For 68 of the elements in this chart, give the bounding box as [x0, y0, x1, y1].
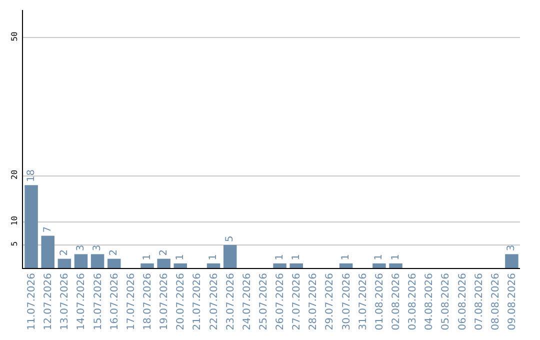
x-tick-label: 22.07.2026: [208, 273, 220, 330]
data-label: 1: [142, 254, 153, 260]
x-tick-label: 25.07.2026: [258, 273, 270, 330]
x-tick-label: 04.08.2026: [424, 273, 436, 330]
data-label: 2: [58, 249, 70, 256]
x-tick-label: 18.07.2026: [142, 273, 154, 330]
x-tick-label: 11.07.2026: [26, 273, 38, 330]
x-tick-label: 14.07.2026: [76, 273, 88, 330]
bar: [74, 254, 88, 268]
data-label: 2: [158, 249, 170, 256]
data-label: 3: [92, 244, 104, 252]
x-tick-label: 29.07.2026: [324, 273, 336, 330]
x-tick-label: 07.08.2026: [474, 273, 485, 330]
bar: [41, 236, 54, 268]
y-tick-label: 50: [10, 31, 19, 42]
x-tick-label: 06.08.2026: [457, 273, 468, 330]
bar: [372, 263, 386, 268]
data-label: 18: [26, 169, 37, 182]
x-tick-label: 09.08.2026: [506, 273, 518, 330]
x-tick-label: 23.07.2026: [225, 273, 236, 330]
data-label: 1: [208, 254, 220, 260]
data-label: 5: [224, 236, 236, 242]
y-tick-label: 20: [10, 170, 19, 180]
data-label: 3: [75, 244, 86, 252]
data-label: 7: [42, 226, 54, 233]
bar: [273, 263, 286, 268]
x-tick-label: 19.07.2026: [159, 273, 170, 330]
x-tick-label: 20.07.2026: [176, 273, 187, 330]
bar: [505, 254, 518, 268]
x-tick-label: 02.08.2026: [391, 273, 402, 330]
data-label: 2: [108, 249, 120, 256]
y-tick-label: 10: [10, 216, 19, 226]
bar: [107, 258, 121, 268]
data-label: 1: [374, 254, 385, 260]
x-tick-label: 16.07.2026: [109, 273, 120, 330]
x-tick-label: 31.07.2026: [358, 273, 369, 330]
data-label: 1: [290, 254, 302, 260]
data-label: 1: [274, 254, 286, 260]
x-tick-label: 12.07.2026: [43, 273, 54, 330]
x-tick-label: 01.08.2026: [374, 273, 386, 330]
x-tick-label: 24.07.2026: [242, 273, 253, 330]
data-label: 1: [174, 254, 186, 260]
bar: [157, 258, 170, 268]
bar: [90, 254, 104, 268]
data-label: 1: [340, 254, 352, 260]
x-tick-label: 13.07.2026: [60, 273, 71, 330]
bar: [140, 263, 154, 268]
x-tick-label: 28.07.2026: [308, 273, 320, 330]
data-label: 1: [390, 254, 402, 260]
x-tick-label: 03.08.2026: [408, 273, 419, 330]
x-tick-label: 26.07.2026: [275, 273, 286, 330]
bar: [389, 263, 402, 268]
x-tick-label: 05.08.2026: [440, 273, 452, 330]
x-tick-label: 17.07.2026: [126, 273, 137, 330]
x-tick-label: 15.07.2026: [92, 273, 104, 330]
bar: [206, 263, 220, 268]
y-tick-label: 5: [10, 241, 19, 246]
bar: [24, 185, 38, 268]
x-tick-label: 30.07.2026: [341, 273, 352, 330]
bar: [223, 244, 237, 268]
x-tick-label: 21.07.2026: [192, 273, 204, 330]
bar: [58, 258, 72, 268]
x-tick-label: 27.07.2026: [292, 273, 303, 330]
bar: [290, 263, 303, 268]
bar: [174, 263, 188, 268]
x-tick-label: 08.08.2026: [490, 273, 502, 330]
bar: [339, 263, 353, 268]
data-label: 3: [506, 244, 518, 252]
